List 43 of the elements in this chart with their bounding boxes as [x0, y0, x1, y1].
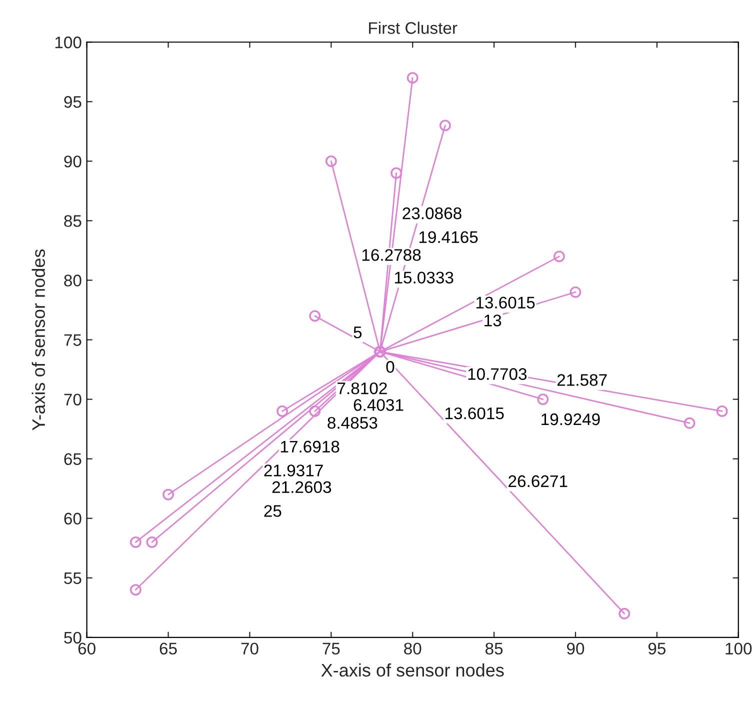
- y-tick-label: 80: [64, 274, 82, 286]
- y-axis-title: Y-axis of sensor nodes: [32, 249, 46, 430]
- annotation: 23.0868: [402, 207, 462, 220]
- annotation: 19.4165: [419, 231, 478, 244]
- x-tick-label: 65: [160, 642, 177, 655]
- annotation: 13: [484, 314, 502, 326]
- annotation: 13.6015: [445, 407, 504, 420]
- x-tick-label: 80: [404, 642, 422, 655]
- y-tick-label: 50: [64, 632, 82, 644]
- annotation: 19.9249: [542, 413, 600, 426]
- annotation: 15.0333: [395, 272, 454, 284]
- annotation: 21.9317: [264, 464, 323, 476]
- y-tick-label: 55: [64, 572, 82, 584]
- y-tick-label: 85: [64, 215, 82, 227]
- annotation: 13.6015: [476, 296, 535, 309]
- x-tick-label: 90: [567, 642, 584, 655]
- annotation: 0: [386, 361, 394, 373]
- y-tick-label: 95: [64, 96, 82, 108]
- x-tick-label: 70: [241, 642, 258, 655]
- annotation: 10.7703: [468, 368, 527, 380]
- x-tick-label: 60: [78, 642, 96, 655]
- y-tick-label: 100: [55, 36, 82, 48]
- chart-title: First Cluster: [369, 22, 458, 34]
- y-tick-label: 60: [64, 512, 82, 525]
- annotation: 26.6271: [508, 475, 568, 488]
- x-axis-title: X-axis of sensor nodes: [321, 663, 504, 677]
- y-tick-label: 65: [64, 453, 82, 466]
- x-tick-label: 95: [648, 642, 666, 655]
- x-tick-label: 75: [322, 642, 340, 655]
- x-tick-label: 85: [486, 642, 503, 655]
- annotation: 25: [264, 505, 282, 517]
- annotation: 8.4853: [328, 416, 378, 429]
- y-tick-label: 70: [64, 394, 82, 406]
- annotation: 21.2603: [272, 481, 332, 494]
- annotation: 16.2788: [362, 249, 421, 261]
- annotation: 17.6918: [280, 440, 340, 453]
- annotation: 5: [354, 326, 362, 338]
- y-tick-label: 75: [64, 334, 82, 346]
- y-tick-label: 90: [64, 156, 82, 168]
- annotation: 6.4031: [354, 399, 404, 411]
- annotation: 7.8102: [338, 382, 387, 394]
- x-tick-label: 100: [726, 642, 752, 655]
- annotation: 21.587: [557, 374, 607, 386]
